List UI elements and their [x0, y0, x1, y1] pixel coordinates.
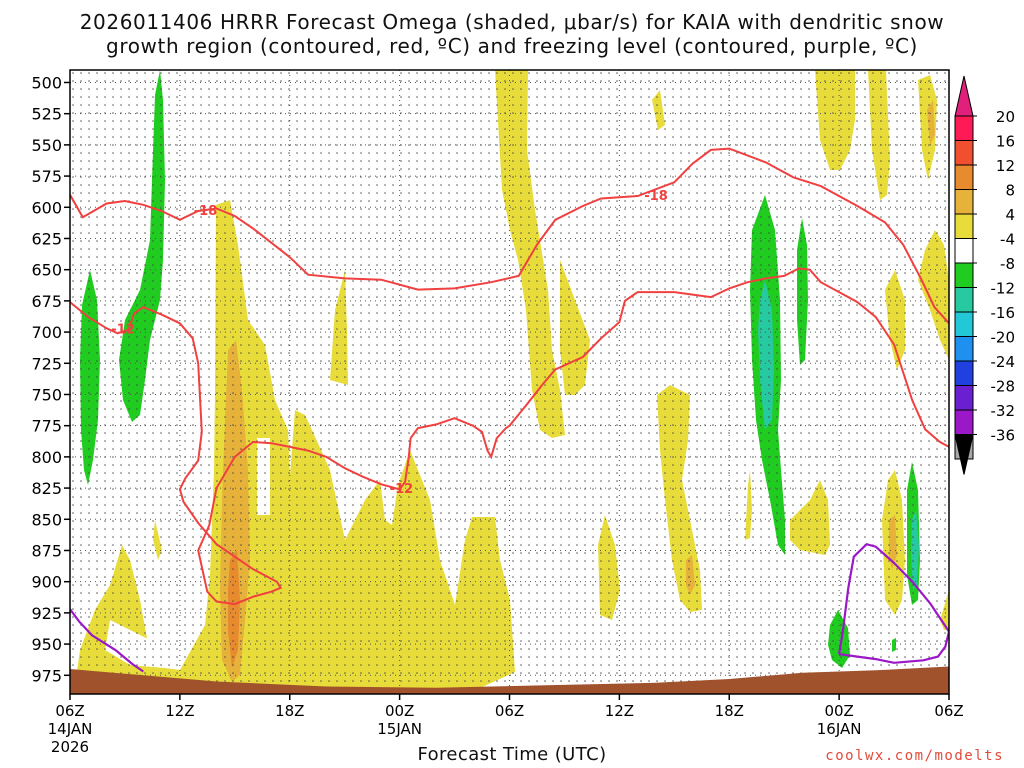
x-tick-year: 2026 [51, 738, 89, 756]
contour-label: -12 [390, 482, 414, 497]
x-tick-label: 18Z [715, 702, 744, 720]
colorbar-label: -28 [991, 378, 1016, 396]
colorbar-swatch [954, 140, 974, 166]
colorbar-top-arrow [954, 75, 974, 117]
contour-label: -18 [644, 189, 668, 204]
x-tick-label: 06Z [55, 702, 84, 720]
chart-title-line1: 2026011406 HRRR Forecast Omega (shaded, … [79, 10, 945, 34]
freezing-level-contour [70, 608, 144, 673]
y-tick-label: 750 [31, 385, 62, 404]
colorbar-swatch [954, 164, 974, 190]
colorbar-label: -36 [991, 427, 1016, 445]
credit-text: coolwx.com/modelts [825, 748, 1004, 764]
colorbar-swatch [954, 189, 974, 215]
y-tick-label: 700 [31, 323, 62, 342]
colorbar-label: -20 [991, 329, 1016, 347]
x-tick-date: 15JAN [377, 720, 422, 738]
y-tick-label: 725 [31, 354, 62, 373]
colorbar-swatch [954, 238, 974, 264]
colorbar-swatch [954, 409, 974, 435]
colorbar-swatch [954, 360, 974, 386]
contours [70, 147, 949, 673]
x-axis-label: Forecast Time (UTC) [417, 744, 607, 765]
y-tick-label: 525 [31, 105, 62, 124]
y-tick-label: 950 [31, 635, 62, 654]
colorbar-label: 12 [996, 157, 1015, 175]
chart-title-line2: growth region (contoured, red, ºC) and f… [106, 34, 918, 58]
y-tick-label: 775 [31, 417, 62, 436]
y-tick-label: 900 [31, 573, 62, 592]
colorbar-swatch [954, 287, 974, 313]
colorbar-swatch [954, 115, 974, 141]
x-tick-date: 16JAN [817, 720, 862, 738]
colorbar-swatch [954, 311, 974, 337]
y-tick-label: 850 [31, 510, 62, 529]
x-tick-label: 06Z [495, 702, 524, 720]
x-tick-label: 00Z [385, 702, 414, 720]
y-tick-label: 825 [31, 479, 62, 498]
colorbar-label: 8 [1005, 182, 1015, 200]
colorbar-bottom-arrow [954, 434, 974, 475]
x-tick-label: 12Z [165, 702, 194, 720]
ground-surface [70, 666, 949, 694]
contour-label: -18 [194, 204, 218, 219]
colorbar-label: -8 [1000, 255, 1015, 273]
colorbar-swatch [954, 262, 974, 288]
x-tick-label: 00Z [824, 702, 853, 720]
contour-labels: -18 -12 -12 -18 [111, 189, 668, 497]
dgz-contour-minus18 [70, 147, 949, 324]
colorbar-swatch [954, 385, 974, 411]
colorbar-label: 16 [996, 133, 1015, 151]
contour-label: -12 [111, 322, 135, 337]
x-tick-label: 18Z [275, 702, 304, 720]
y-axis: 500 525 550 575 600 625 650 675 700 725 750 775 800 8… [31, 73, 70, 685]
colorbar-label: 20 [996, 108, 1015, 126]
colorbar: 20 16 12 8 4 -4 -8 -12 -16 -20 -24 -28 -32 -36 [954, 75, 1016, 475]
y-tick-label: 975 [31, 666, 62, 685]
y-tick-label: 575 [31, 167, 62, 186]
freezing-level-contour-east [838, 542, 949, 664]
colorbar-label: -16 [991, 304, 1016, 322]
colorbar-swatch [954, 336, 974, 362]
y-tick-label: 925 [31, 604, 62, 623]
colorbar-label: -32 [991, 402, 1016, 420]
x-tick-date: 14JAN [48, 720, 93, 738]
y-tick-label: 650 [31, 261, 62, 280]
x-tick-label: 12Z [605, 702, 634, 720]
colorbar-label: 4 [1005, 206, 1015, 224]
colorbar-swatch [954, 213, 974, 239]
y-tick-label: 675 [31, 292, 62, 311]
y-tick-label: 500 [31, 73, 62, 92]
colorbar-label: -12 [991, 280, 1016, 298]
colorbar-label: -24 [991, 353, 1016, 371]
y-tick-label: 550 [31, 136, 62, 155]
x-tick-label: 06Z [934, 702, 963, 720]
y-tick-label: 800 [31, 448, 62, 467]
y-tick-label: 875 [31, 541, 62, 560]
dgz-contour-minus12 [70, 267, 949, 606]
y-tick-label: 625 [31, 229, 62, 248]
colorbar-label: -4 [1000, 231, 1015, 249]
y-tick-label: 600 [31, 198, 62, 217]
